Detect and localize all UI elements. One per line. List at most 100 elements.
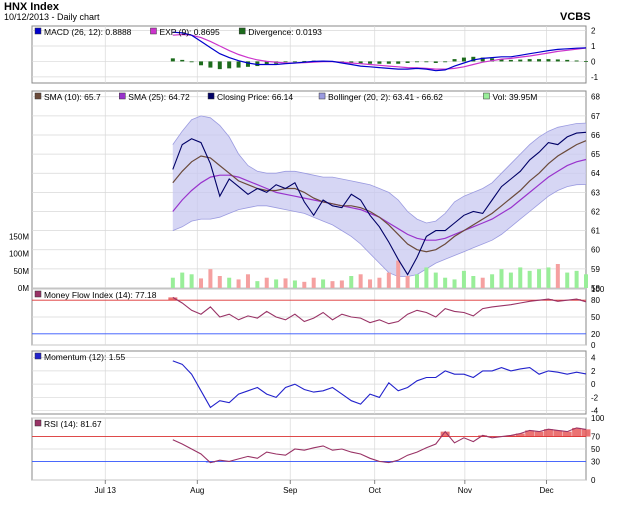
volume-tick-label: 50M [13,267,29,276]
rsi-legend-swatch [34,419,42,427]
momentum-ytick-label: -2 [591,393,599,402]
volume-bar [236,279,241,288]
x-axis-label: Nov [458,486,472,495]
macd-divergence-bar [377,61,382,64]
volume-bar [546,267,551,288]
price-ytick-label: 66 [591,131,600,140]
price-ytick-label: 59 [591,265,600,274]
volume-bar [255,281,260,288]
mfi-legend-label: Money Flow Index (14): 77.18 [44,290,157,300]
volume-tick-label: 0M [18,284,29,293]
volume-bar [471,276,476,288]
macd-divergence-bar [518,59,523,62]
volume-bar [368,279,373,288]
price-ytick-label: 63 [591,188,600,197]
price-ytick-label: 61 [591,227,600,236]
macd-divergence-bar [433,61,438,63]
volume-bar [358,274,363,288]
chart-subtitle: 10/12/2013 - Daily chart [4,12,100,22]
macd-divergence-bar [480,57,485,62]
rsi-overbought-fill [525,430,535,437]
rsi-overbought-fill [515,433,525,437]
volume-bar [443,277,448,288]
macd-divergence-bar [358,61,363,64]
mfi-line [172,296,587,325]
macd-legend-label: MACD (26, 12): 0.8888 [44,27,132,37]
rsi-ytick-label: 30 [591,457,600,466]
volume-bar [396,260,401,288]
price-ytick-label: 65 [591,150,600,159]
price-ytick-label: 64 [591,169,600,178]
macd-divergence-bar [349,61,354,63]
macd-divergence-bar [537,59,542,62]
macd-divergence-bar [302,60,307,62]
macd-divergence-bar [452,59,457,62]
rsi-overbought-fill [506,435,516,437]
mfi-ytick-label: 50 [591,313,600,322]
macd-divergence-bar [490,58,495,62]
momentum-ytick-label: -4 [591,407,599,416]
mfi-ytick-label: 80 [591,296,600,305]
macd-legend-swatch [34,27,42,35]
price-ytick-label: 58 [591,284,600,293]
macd-legend-label: EXP (9): 0.8695 [159,27,220,37]
x-axis-label: Jul 13 [95,486,117,495]
macd-divergence-bar [499,59,504,62]
price-legend-swatch [207,92,215,100]
macd-ytick-label: -1 [591,73,599,82]
macd-ytick-label: 0 [591,57,596,66]
volume-bar [527,270,532,288]
volume-bar [424,267,429,288]
macd-divergence-bar [574,60,579,62]
rsi-overbought-fill [562,431,572,437]
volume-bar [490,274,495,288]
rsi-overbought-fill [572,427,582,437]
volume-bar [321,279,326,288]
brand-label: VCBS [560,11,591,23]
price-legend-swatch [119,92,126,100]
volume-bar [537,269,542,288]
volume-bar [170,277,175,288]
volume-bar [377,277,382,288]
momentum-ytick-label: 0 [591,380,596,389]
volume-bar [274,279,279,288]
momentum-legend-swatch [34,352,42,360]
macd-divergence-bar [405,61,410,63]
macd-divergence-bar [292,61,297,63]
volume-bar [217,276,222,288]
rsi-ytick-label: 50 [591,445,600,454]
macd-divergence-bar [255,61,260,67]
macd-divergence-bar [424,61,429,63]
volume-bar [414,274,419,288]
macd-divergence-bar [199,61,204,66]
volume-bar [461,270,466,288]
volume-bar [405,276,410,288]
macd-divergence-bar [236,61,241,68]
volume-bar [584,274,588,288]
macd-divergence-bar [170,58,175,62]
volume-bar [302,281,307,288]
price-ytick-label: 67 [591,112,600,121]
volume-tick-label: 100M [9,250,29,259]
rsi-overbought-fill [440,431,450,437]
price-ytick-label: 60 [591,246,600,255]
volume-bar [208,269,213,288]
x-axis-label: Sep [283,486,298,495]
bollinger-band [172,115,587,277]
sma10-line [172,140,587,253]
x-axis-label: Oct [369,486,382,495]
macd-legend-swatch [150,27,157,35]
macd-ytick-label: 2 [591,27,596,36]
chart-title: HNX Index [4,1,60,13]
volume-bar [264,277,269,288]
volume-bar [574,270,579,288]
volume-bar [433,272,438,288]
volume-bar [565,272,570,288]
macd-divergence-bar [245,61,250,67]
macd-divergence-bar [283,61,288,63]
macd-divergence-bar [386,61,391,64]
price-legend-label: Vol: 39.95M [492,92,537,102]
mfi-ytick-label: 100 [591,285,605,294]
macd-divergence-bar [565,59,570,62]
mfi-ytick-label: 20 [591,330,600,339]
